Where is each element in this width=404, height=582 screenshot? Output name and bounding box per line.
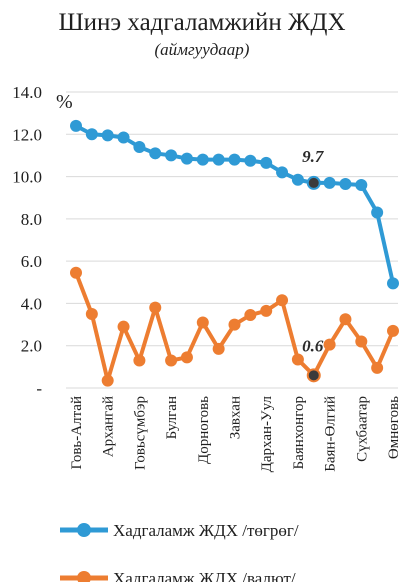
series-line-0 — [74, 123, 395, 286]
x-tick-label: Дорноговь — [196, 396, 212, 464]
data-point — [276, 166, 289, 179]
data-point — [85, 128, 98, 141]
series-group: 9.7 0.6 — [70, 119, 399, 387]
data-point — [228, 318, 241, 331]
data-point — [371, 206, 384, 219]
x-tick-label: Өмнөговь — [386, 396, 402, 459]
legend-swatch-marker — [77, 571, 91, 582]
data-point — [339, 177, 352, 190]
y-tick-label: 4.0 — [21, 294, 42, 313]
data-point — [196, 316, 209, 329]
data-point — [355, 179, 368, 192]
data-point — [85, 308, 98, 320]
data-point — [165, 354, 178, 367]
y-tick-label: 2.0 — [21, 337, 42, 356]
data-point — [212, 342, 225, 355]
data-point — [244, 309, 257, 322]
data-label: 9.7 — [302, 147, 325, 166]
data-point — [133, 140, 146, 153]
y-tick-label: 12.0 — [12, 125, 42, 144]
x-tick-label: Дархан-Уул — [259, 395, 275, 472]
x-tick-label: Говьсүмбэр — [132, 396, 148, 470]
data-point — [291, 173, 304, 186]
y-tick-label: 10.0 — [12, 168, 42, 187]
data-point — [387, 277, 399, 290]
data-point — [70, 266, 82, 279]
x-tick-label: Сүхбаатар — [354, 396, 370, 462]
data-point — [355, 335, 368, 348]
data-point — [117, 320, 130, 333]
x-tick-label: Баян-Өлгий — [323, 396, 339, 472]
legend-swatch-marker — [77, 523, 91, 537]
legend: Хадгаламж ЖДХ /төгрөг/Хадгаламж ЖДХ /вал… — [60, 521, 299, 582]
data-point — [165, 149, 178, 162]
y-tick-label: - — [36, 379, 42, 398]
x-tick-label: Говь-Алтай — [69, 396, 85, 470]
data-point — [260, 304, 273, 317]
data-point — [212, 153, 225, 166]
data-point — [387, 324, 399, 337]
y-tick-label: 6.0 — [21, 252, 42, 271]
data-point — [276, 294, 289, 307]
data-point — [149, 301, 162, 314]
data-point — [306, 175, 321, 190]
y-axis: - 2.0 4.0 6.0 8.0 10.0 12.0 14.0 — [12, 83, 42, 398]
data-point — [70, 119, 82, 132]
data-point — [196, 153, 209, 166]
legend-label: Хадгаламж ЖДХ /валют/ — [113, 569, 296, 582]
legend-label: Хадгаламж ЖДХ /төгрөг/ — [113, 521, 299, 540]
data-point — [101, 129, 114, 142]
data-label: 0.6 — [302, 336, 324, 355]
data-point — [323, 176, 336, 189]
data-point — [244, 154, 257, 167]
data-point — [260, 156, 273, 169]
data-point — [291, 353, 304, 366]
data-point — [228, 153, 241, 166]
data-point — [117, 131, 130, 144]
data-point — [339, 313, 352, 326]
chart-title: Шинэ хадгаламжийн ЖДХ — [58, 9, 345, 36]
unit-label: % — [56, 91, 73, 113]
x-tick-label: Архангай — [101, 396, 117, 457]
x-tick-label: Баянхонгор — [291, 396, 307, 469]
x-axis: Говь-Алтай Архангай Говьсүмбэр Булган Дорног… — [69, 395, 402, 472]
data-point — [306, 368, 321, 383]
x-tick-label: Булган — [164, 396, 180, 439]
data-point — [371, 361, 384, 374]
data-point — [101, 374, 114, 387]
data-point — [180, 351, 193, 364]
data-point — [323, 338, 336, 351]
y-tick-label: 14.0 — [12, 83, 42, 102]
x-tick-label: Завхан — [228, 396, 244, 439]
data-point — [149, 147, 162, 160]
data-point — [133, 354, 146, 367]
y-tick-label: 8.0 — [21, 210, 42, 229]
data-point — [180, 152, 193, 165]
chart-subtitle: (аймгуудаар) — [155, 40, 250, 59]
